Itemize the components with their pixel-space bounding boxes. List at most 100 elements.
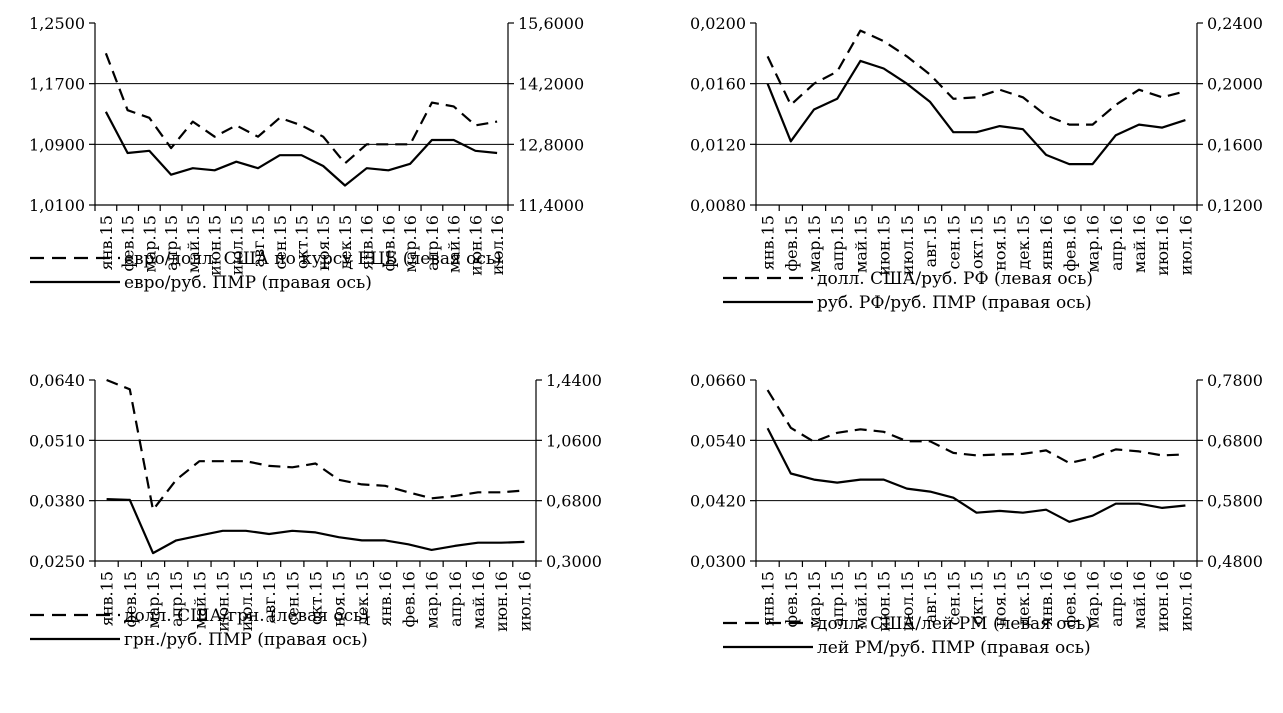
right-axis-tick-label: 1,0600 <box>546 431 602 450</box>
x-axis-tick-label: мар.15 <box>805 571 824 629</box>
x-axis-tick-label: июл.15 <box>898 215 917 275</box>
x-axis-tick-label: мар.15 <box>805 215 824 273</box>
x-axis-tick-label: июл.15 <box>237 571 256 631</box>
series-line-solid <box>104 111 498 187</box>
x-axis-tick-label: сен.15 <box>283 571 302 626</box>
x-axis-tick-label: окт.15 <box>968 215 987 269</box>
x-axis-tick-label: дек.15 <box>1014 571 1033 626</box>
right-axis-tick-label: 0,2000 <box>1207 75 1263 94</box>
x-axis-tick-label: июл.16 <box>1176 215 1195 275</box>
x-axis-tick-label: июн.15 <box>875 571 894 632</box>
x-axis-tick-label: мар.16 <box>1084 215 1103 273</box>
x-axis-tick-label: мар.15 <box>144 571 163 629</box>
legend-label: долл. США/руб. РФ (левая ось) <box>817 269 1093 289</box>
x-axis-tick-label: май.16 <box>469 571 488 629</box>
x-axis-tick-label: янв.15 <box>759 215 778 270</box>
x-axis-tick-label: апр.16 <box>423 215 442 271</box>
x-axis-tick-label: апр.16 <box>1107 571 1126 627</box>
chart-panel-usd-uah: 0,0250 0,0380 0,0510 0,0640 0,3000 0,6800 1,06… <box>0 357 642 713</box>
x-axis-tick-label: июл.16 <box>488 215 507 275</box>
right-axis-tick-label: 15,6000 <box>518 14 584 33</box>
x-axis-tick-label: фев.15 <box>121 571 140 627</box>
left-axis-tick-label: 0,0420 <box>690 492 746 511</box>
left-axis-tick-label: 0,0300 <box>690 552 746 571</box>
left-axis-tick-label: 1,0900 <box>29 135 85 154</box>
chart-panel-usd-mdl: 0,0300 0,0420 0,0540 0,0660 0,4800 0,5800 0,68… <box>641 357 1283 713</box>
chart-svg: 0,0250 0,0380 0,0510 0,0640 0,3000 0,6800 1,06… <box>29 371 602 650</box>
x-axis-tick-label: июл.15 <box>898 571 917 631</box>
left-axis-tick-label: 1,1700 <box>29 75 85 94</box>
left-axis-tick-label: 0,0540 <box>690 431 746 450</box>
x-axis-tick-label: авг.15 <box>249 215 268 267</box>
x-axis-tick-label: ноя.15 <box>330 571 349 627</box>
x-axis-tick-label: янв.15 <box>98 571 117 626</box>
left-axis-tick-label: 0,0380 <box>29 492 85 511</box>
x-axis-tick-label: май.16 <box>1130 215 1149 273</box>
x-axis-tick-label: ноя.15 <box>314 215 333 271</box>
legend-label: руб. РФ/руб. ПМР (правая ось) <box>817 293 1092 313</box>
x-axis-tick-label: мар.16 <box>423 571 442 629</box>
x-axis-tick-label: янв.16 <box>1037 571 1056 626</box>
series-line-solid <box>766 59 1186 166</box>
left-axis-tick-label: 0,0250 <box>29 552 85 571</box>
chart-panel-usd-rub: 0,0080 0,0120 0,0160 0,0200 0,1200 0,1600 0,20… <box>641 0 1283 356</box>
left-axis-tick-label: 0,0510 <box>29 431 85 450</box>
x-axis-tick-label: янв.15 <box>97 215 116 270</box>
x-axis-tick-label: мар.16 <box>1084 571 1103 629</box>
right-axis-tick-label: 0,2400 <box>1207 14 1263 33</box>
series-line-dashed <box>766 29 1186 126</box>
right-axis-tick-label: 0,5800 <box>1207 492 1263 511</box>
chart-panel-euro-usd: 1,0100 1,0900 1,1700 1,2500 11,4000 12,8000 14… <box>0 0 642 356</box>
right-axis-tick-label: 0,1200 <box>1207 196 1263 215</box>
x-axis-tick-label: июн.16 <box>1153 215 1172 276</box>
x-axis-tick-label: окт.15 <box>293 215 312 269</box>
right-axis-tick-label: 0,4800 <box>1207 552 1263 571</box>
legend-label: лей РМ/руб. ПМР (правая ось) <box>817 638 1091 658</box>
x-axis-tick-label: июл.16 <box>1176 571 1195 631</box>
chart-svg: 0,0080 0,0120 0,0160 0,0200 0,1200 0,1600 0,20… <box>690 14 1263 313</box>
chart-svg: 1,0100 1,0900 1,1700 1,2500 11,4000 12,8000 14… <box>29 14 584 293</box>
x-axis-tick-label: окт.15 <box>307 571 326 625</box>
right-axis-tick-label: 14,2000 <box>518 75 584 94</box>
legend-label: долл. США/грн. (левая ось) <box>124 606 369 626</box>
right-axis-tick-label: 11,4000 <box>518 196 584 215</box>
x-axis-tick-label: июл.16 <box>515 571 534 631</box>
x-axis-tick-label: фев.15 <box>782 571 801 627</box>
x-axis-tick-label: фев.16 <box>1060 215 1079 271</box>
x-axis-tick-label: мар.15 <box>140 215 159 273</box>
right-axis-tick-label: 0,1600 <box>1207 135 1263 154</box>
x-axis-tick-label: сен.15 <box>944 571 963 626</box>
legend-label: евро/долл. США по курсу ЕЦБ (левая ось) <box>124 249 502 269</box>
x-axis-tick-label: июн.15 <box>206 215 225 276</box>
x-axis-tick-label: янв.15 <box>759 571 778 626</box>
x-axis-tick-label: апр.16 <box>1107 215 1126 271</box>
x-axis-tick-label: дек.15 <box>1014 215 1033 270</box>
x-axis-tick-label: ноя.15 <box>991 215 1010 271</box>
x-axis-tick-label: апр.15 <box>167 571 186 627</box>
right-axis-tick-label: 0,7800 <box>1207 371 1263 390</box>
x-axis-tick-label: май.15 <box>184 215 203 273</box>
left-axis-tick-label: 0,0640 <box>29 371 85 390</box>
x-axis-tick-label: май.16 <box>1130 571 1149 629</box>
x-axis-tick-label: июн.16 <box>1153 571 1172 632</box>
x-axis-tick-label: апр.15 <box>828 215 847 271</box>
x-axis-tick-label: май.16 <box>445 215 464 273</box>
x-axis-tick-label: авг.15 <box>260 571 279 623</box>
x-axis-tick-label: июн.15 <box>875 215 894 276</box>
x-axis-tick-label: фев.15 <box>119 215 138 271</box>
x-axis-tick-label: янв.16 <box>358 215 377 270</box>
x-axis-tick-label: май.15 <box>190 571 209 629</box>
right-axis-tick-label: 0,6800 <box>546 492 602 511</box>
x-axis-tick-label: апр.15 <box>162 215 181 271</box>
x-axis-tick-label: фев.16 <box>399 571 418 627</box>
right-axis-tick-label: 0,3000 <box>546 552 602 571</box>
left-axis-tick-label: 0,0080 <box>690 196 746 215</box>
x-axis-tick-label: май.15 <box>851 215 870 273</box>
left-axis-tick-label: 1,2500 <box>29 14 85 33</box>
x-axis-tick-label: дек.15 <box>336 215 355 270</box>
series-line-dashed <box>106 378 525 511</box>
left-axis-tick-label: 1,0100 <box>29 196 85 215</box>
series-line-solid <box>766 427 1186 523</box>
x-axis-tick-label: ноя.15 <box>991 571 1010 627</box>
series-line-dashed <box>766 389 1186 465</box>
